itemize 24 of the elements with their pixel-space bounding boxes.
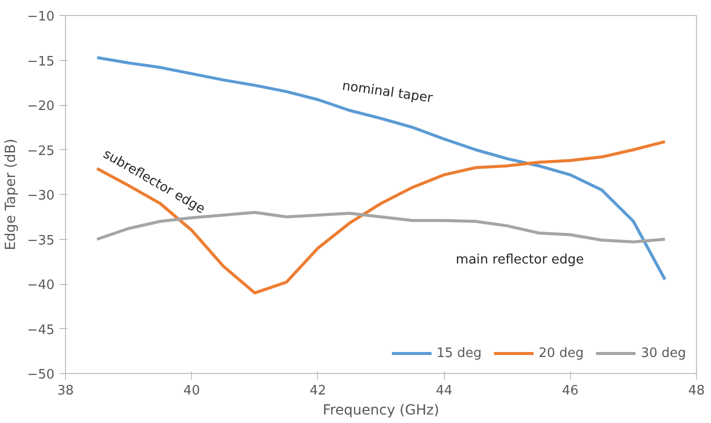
y-tick-label: −30 [27,188,55,204]
y-tick-label: −35 [27,233,55,248]
y-axis-title: Edge Taper (dB) [3,138,20,250]
y-tick-label: −50 [27,368,55,382]
x-tick-label: 46 [562,384,579,398]
x-tick-label: 40 [183,384,200,398]
legend-label: 30 deg [640,346,686,360]
x-tick-label: 44 [436,384,452,398]
annotation: nominal taper [341,78,434,106]
y-tick-label: −10 [27,10,55,24]
x-tick-label: 42 [310,384,326,398]
x-tick-label: 48 [688,384,705,398]
legend-label: 15 deg [436,346,482,360]
x-axis-title: Frequency (GHz) [322,402,440,418]
y-tick-label: −20 [27,99,55,114]
legend-label: 20 deg [538,346,584,360]
y-tick-label: −45 [27,322,55,338]
line-series [96,140,666,294]
y-tick-label: −25 [27,144,55,159]
line-series [96,56,666,282]
annotation: main reflector edge [456,252,584,268]
x-tick-label: 38 [57,384,74,398]
y-tick-label: −40 [27,278,55,293]
y-tick-label: −15 [27,54,55,70]
